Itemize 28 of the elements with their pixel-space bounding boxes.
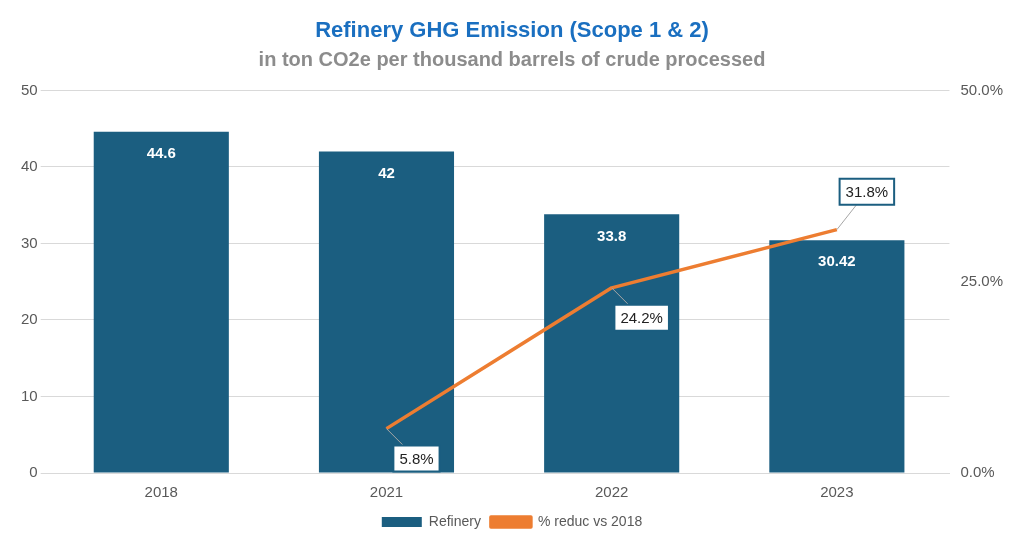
x-tick-label: 2023 xyxy=(820,483,854,501)
y-tick-label: 30 xyxy=(21,233,38,251)
y2-tick-label: 50.0% xyxy=(960,80,1004,98)
y-tick-label: 20 xyxy=(21,310,38,328)
chart-title: Refinery GHG Emission (Scope 1 & 2) xyxy=(315,17,709,43)
data-label: 30.42 xyxy=(818,252,856,270)
data-label: 44.6 xyxy=(146,143,176,161)
legend-label: Refinery xyxy=(428,512,481,529)
data-label: 42 xyxy=(378,163,395,181)
data-label: 33.8 xyxy=(597,226,627,244)
y2-tick-label: 0.0% xyxy=(960,463,995,481)
data-label: 5.8% xyxy=(399,449,434,467)
y-tick-label: 40 xyxy=(21,157,38,175)
bar xyxy=(544,214,680,473)
data-label: 24.2% xyxy=(620,308,663,326)
bar xyxy=(93,131,229,473)
bar xyxy=(318,151,455,473)
legend-label: % reduc vs 2018 xyxy=(537,512,643,529)
y-tick-label: 10 xyxy=(21,386,38,404)
x-tick-label: 2021 xyxy=(369,483,404,501)
bar xyxy=(769,240,905,473)
x-tick-label: 2022 xyxy=(594,483,629,501)
data-label: 31.8% xyxy=(845,182,889,200)
y2-tick-label: 25.0% xyxy=(960,271,1004,289)
y-tick-label: 50 xyxy=(21,80,38,98)
chart-subtitle: in ton CO2e per thousand barrels of crude processed xyxy=(258,47,766,70)
x-tick-label: 2018 xyxy=(144,483,178,501)
y-tick-label: 0 xyxy=(29,463,38,481)
